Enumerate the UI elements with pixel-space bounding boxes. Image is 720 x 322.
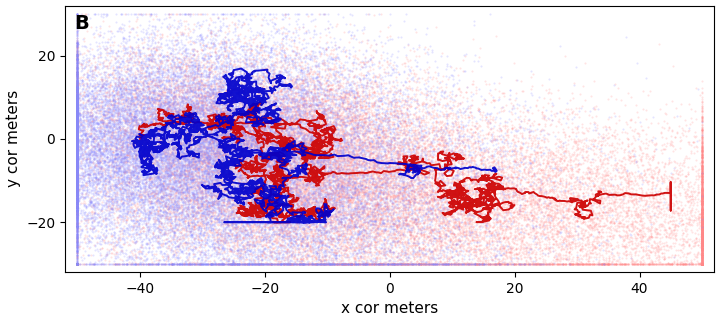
Text: B: B (75, 14, 89, 33)
X-axis label: x cor meters: x cor meters (341, 301, 438, 317)
Y-axis label: y cor meters: y cor meters (6, 90, 21, 187)
